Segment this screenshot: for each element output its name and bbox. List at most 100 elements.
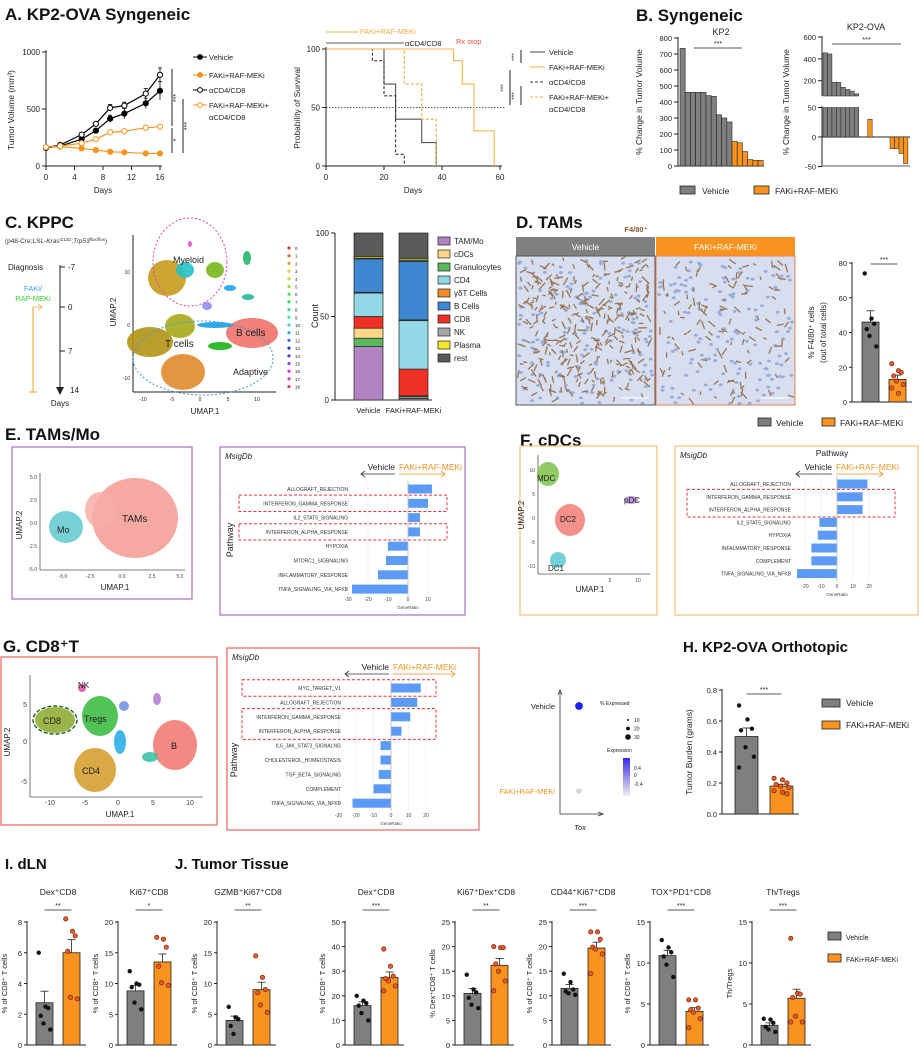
j-chart-5-title: Ki67⁺Dex⁺CD8 [457, 887, 515, 897]
i-chart-1-y-tick-label: 8 [18, 918, 22, 927]
j-chart-4-data-point [364, 1000, 369, 1006]
g-umap-cluster-label: CD8 [43, 716, 61, 726]
j-chart-6-data-point [566, 991, 571, 996]
a1-data-point [92, 120, 99, 127]
c-cluster-legend-label: 7 [295, 300, 298, 305]
g-pathway-pathway-bar [391, 712, 411, 722]
c-cluster-legend-dot [287, 323, 291, 327]
f-umap-cluster-label: DC1 [548, 564, 565, 573]
f-pathway-pathway-bar [837, 479, 868, 489]
i-chart-1-data-point [38, 1013, 43, 1018]
c-umap-x-tick-label: 0 [199, 397, 202, 403]
h-tumor-burden-sig-stars: *** [760, 687, 768, 694]
f-pathway-pathway-bar [811, 543, 837, 553]
e-pathway-pathway-label: IL2_STAT5_SIGNALING [293, 516, 348, 522]
tox-color-legend-label: 0.4 [634, 766, 641, 772]
e-pathway-pathway-label: MTORC1_SIGBNALING [294, 559, 348, 565]
a1-x-tick-label: 8 [101, 173, 106, 182]
i-chart-3-y-tick-label: 15 [204, 949, 212, 958]
h-tumor-burden-y-tick-label: 0.8 [707, 686, 717, 695]
c-umap-cluster-blob [127, 327, 173, 357]
c-timeline-drug-faki: FAKi/ [24, 284, 43, 293]
j-legend-swatch-treat [827, 953, 842, 963]
c-cluster-legend-label: 4 [295, 277, 298, 282]
h-tumor-burden-data-point [749, 726, 755, 731]
tox-size-legend-label: 10 [634, 718, 640, 724]
j-chart-7-data-point [669, 950, 674, 955]
c-stacked-category-label: Vehicle [356, 406, 380, 415]
i-chart-3-data-point [259, 974, 265, 980]
panel-title-g: G. CD8⁺T [3, 637, 80, 656]
h-legend-swatch-treat [821, 720, 841, 730]
f-pathway-arrow-treat-head [878, 470, 884, 478]
c-umap-myeloid-outline [152, 217, 228, 307]
a1-data-point [78, 140, 85, 147]
j-chart-5-y-tick-label: 10 [442, 992, 450, 1001]
h-legend-label-vehicle: Vehicle [846, 698, 874, 708]
j-chart-7-data-point [659, 937, 664, 943]
j-chart-7-y-tick-label: 0 [641, 1041, 645, 1050]
c-genotype-part: flox/flox [90, 237, 106, 242]
f-umap-x-tick-label: 5 [609, 578, 612, 584]
a1-legend-label: Vehicle [209, 53, 233, 62]
e-pathway-pathway-bar [408, 498, 428, 508]
j-chart-4-data-point [381, 988, 387, 994]
e-pathway-pathway-label: INFLAMMATORY_RESPONSE [278, 573, 348, 579]
e-umap-y-tick-label: 2.5 [30, 498, 37, 504]
e-pathway-source-label: MsigDb [225, 452, 253, 461]
g-pathway-pathway-bar [380, 755, 391, 765]
j-chart-5-data-point [500, 945, 506, 951]
panel-title-h: H. KP2-OVA Orthotopic [683, 639, 848, 656]
a2-x-tick-label: 60 [496, 173, 505, 182]
f-pathway-pathway-label: ALLOGRAFT_REJECTION [730, 482, 791, 488]
i-chart-3-data-point [257, 1002, 263, 1008]
f-umap-cluster-blob [537, 462, 559, 486]
c-umap-x-tick-label: 10 [254, 397, 260, 403]
e-umap-x-tick-label: -2.5 [86, 574, 95, 580]
g-pathway-direction-vehicle: Vehicle [362, 662, 390, 672]
f-umap-cluster-blob [555, 504, 585, 536]
b-kp2-y-tick-label: 700 [659, 50, 672, 59]
j-chart-7-data-point [686, 1025, 692, 1031]
c-timeline-tick-label: -7 [68, 263, 76, 272]
c-cluster-legend-label: 9 [295, 315, 298, 320]
d-f480-data-point [900, 382, 906, 388]
j-chart-7-data-point [697, 1016, 703, 1022]
a2-y-tick-label: 100 [307, 45, 321, 54]
a2-annotation-treatment: FAKi+RAF-MEKi [360, 27, 416, 36]
c-timeline-tick-label: 0 [68, 303, 73, 312]
c-umap-cluster-blob [208, 342, 232, 350]
e-umap-y-tick-label: 0.0 [30, 521, 37, 527]
d-f480-data-point [869, 316, 874, 321]
b-kp2-y-tick-label: 400 [659, 98, 672, 107]
g-pathway-pathway-label: INTERFERON_GAMMA_RESPONSE [256, 715, 341, 721]
c-umap-cluster-blob [243, 251, 251, 265]
h-tumor-burden-y-tick-label: 0.4 [707, 748, 717, 757]
d-ihc-nuclei [657, 260, 795, 405]
a2-y-tick-label: 50 [311, 104, 320, 113]
c-stacked-legend-swatch [437, 288, 451, 298]
f-umap-cluster-label: pDC [624, 496, 640, 505]
j-chart-6-sig-stars: *** [579, 903, 587, 910]
e-pathway-pathway-label: INTERFERON_GAMMA_RESPONSE [263, 501, 348, 507]
d-ihc-header-label: FAKi+RAF-MEKi [694, 242, 757, 252]
b-kp2-y-tick-label: 800 [659, 34, 672, 43]
j-chart-5-data-point [495, 968, 501, 974]
j-chart-8-y-tick-label: 15 [739, 918, 747, 927]
j-chart-5-data-point [491, 988, 497, 994]
c-cluster-legend-label: 0 [295, 246, 298, 251]
i-chart-1-data-point [48, 1027, 53, 1032]
j-chart-7-data-point [686, 997, 692, 1003]
a2-annotation-depletion: αCD4/CD8 [405, 39, 441, 48]
j-chart-4-title: Dex⁺CD8 [358, 887, 395, 897]
j-chart-5-y-label: % Dex⁺CD8⁺ T cells [428, 949, 437, 1018]
c-stacked-legend-label: cDCs [454, 250, 474, 259]
e-pathway-pathway-label: TNFA_SIGNALING_VIA_NFKB [278, 587, 348, 593]
b-kp2ova-bar-upper [836, 82, 842, 97]
c-stacked-legend-label: rest [454, 354, 468, 363]
a2-y-label: Probability of Survival [292, 67, 302, 149]
j-chart-4-data-point [381, 946, 387, 952]
j-chart-4-sig-stars: *** [372, 903, 380, 910]
i-chart-3-data-point [253, 953, 259, 959]
